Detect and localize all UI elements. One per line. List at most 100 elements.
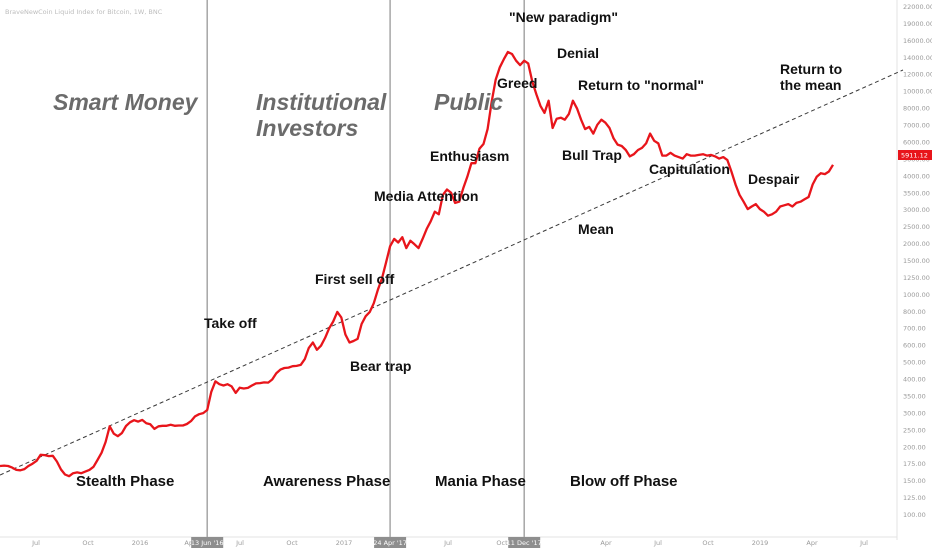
- time-tick-label: Apr: [184, 539, 196, 547]
- price-point: [536, 94, 538, 96]
- price-tick-label: 800.00: [903, 308, 926, 316]
- price-point: [101, 452, 103, 454]
- price-point: [349, 342, 351, 344]
- price-point: [206, 409, 208, 411]
- price-point: [487, 128, 489, 130]
- annotation-bear-trap: Bear trap: [350, 358, 411, 374]
- price-point: [649, 133, 651, 135]
- price-point: [779, 206, 781, 208]
- price-point: [40, 454, 42, 456]
- price-point: [369, 311, 371, 313]
- price-point: [698, 154, 700, 156]
- price-point: [93, 466, 95, 468]
- current-price-tag: 5911.12: [898, 150, 932, 160]
- price-point: [361, 323, 363, 325]
- price-point: [426, 228, 428, 230]
- price-tick-label: 200.00: [903, 443, 926, 451]
- price-point: [97, 459, 99, 461]
- price-point: [150, 424, 152, 426]
- annotation-investors: Investors: [256, 115, 358, 141]
- price-point: [3, 465, 5, 467]
- price-point: [706, 155, 708, 157]
- price-point: [406, 247, 408, 249]
- price-point: [645, 143, 647, 145]
- price-point: [198, 413, 200, 415]
- price-point: [121, 432, 123, 434]
- price-tick-label: 350.00: [903, 393, 926, 401]
- price-point: [605, 122, 607, 124]
- price-point: [641, 147, 643, 149]
- price-tick-label: 500.00: [903, 359, 926, 367]
- price-tick-label: 22000.00: [903, 3, 932, 11]
- divider-date-box: [508, 537, 541, 548]
- divider-date-box: [191, 537, 224, 548]
- price-point: [243, 388, 245, 390]
- price-point: [820, 172, 822, 174]
- time-tick-label: Apr: [600, 539, 612, 547]
- price-point: [670, 152, 672, 154]
- time-tick-label: Jul: [653, 539, 662, 547]
- price-point: [527, 63, 529, 65]
- annotation-return-to-mean-1: Return to: [780, 61, 842, 77]
- price-point: [690, 155, 692, 157]
- price-point: [662, 155, 664, 157]
- price-point: [739, 194, 741, 196]
- price-point: [72, 472, 74, 474]
- divider-date-label: 13 Jun '16: [191, 539, 224, 547]
- price-point: [434, 211, 436, 213]
- annotation-take-off: Take off: [204, 315, 257, 331]
- price-point: [105, 441, 107, 443]
- price-point: [215, 381, 217, 383]
- price-point: [731, 171, 733, 173]
- price-tick-label: 4000.00: [903, 172, 930, 180]
- divider-date-box: [374, 537, 407, 548]
- price-point: [568, 113, 570, 115]
- price-point: [89, 469, 91, 471]
- price-point: [170, 424, 172, 426]
- price-point: [36, 460, 38, 462]
- price-point: [751, 206, 753, 208]
- price-point: [775, 211, 777, 213]
- price-point: [723, 156, 725, 158]
- price-point: [255, 383, 257, 385]
- price-point: [629, 156, 631, 158]
- price-point: [202, 412, 204, 414]
- price-point: [235, 392, 237, 394]
- price-tick-label: 100.00: [903, 511, 926, 519]
- price-point: [109, 426, 111, 428]
- price-point: [137, 421, 139, 423]
- price-point: [146, 423, 148, 425]
- price-tick-label: 1250.00: [903, 274, 930, 282]
- price-tick-label: 700.00: [903, 325, 926, 333]
- price-series-line: [0, 50, 834, 478]
- price-point: [280, 369, 282, 371]
- price-tick-label: 175.00: [903, 460, 926, 468]
- price-point: [422, 238, 424, 240]
- price-point: [267, 382, 269, 384]
- price-point: [743, 201, 745, 203]
- price-point: [824, 173, 826, 175]
- price-series-points: [0, 51, 834, 477]
- price-tick-label: 125.00: [903, 494, 926, 502]
- price-point: [125, 425, 127, 427]
- price-point: [499, 67, 501, 69]
- price-point: [300, 364, 302, 366]
- price-point: [341, 317, 343, 319]
- price-point: [211, 391, 213, 393]
- price-point: [402, 236, 404, 238]
- price-tick-label: 600.00: [903, 342, 926, 350]
- price-point: [718, 158, 720, 160]
- divider-date-label: 11 Dec '17: [507, 539, 542, 547]
- price-point: [312, 342, 314, 344]
- price-axis: 22000.00 19000.00 16000.00 14000.00 12000.00…: [896, 0, 932, 540]
- price-point: [686, 153, 688, 155]
- price-point: [828, 171, 830, 173]
- price-tick-label: 8000.00: [903, 105, 930, 113]
- price-point: [564, 119, 566, 121]
- price-tick-label: 6000.00: [903, 139, 930, 147]
- price-point: [552, 127, 554, 129]
- annotation-mean: Mean: [578, 221, 614, 237]
- price-point: [56, 461, 58, 463]
- price-point: [44, 454, 46, 456]
